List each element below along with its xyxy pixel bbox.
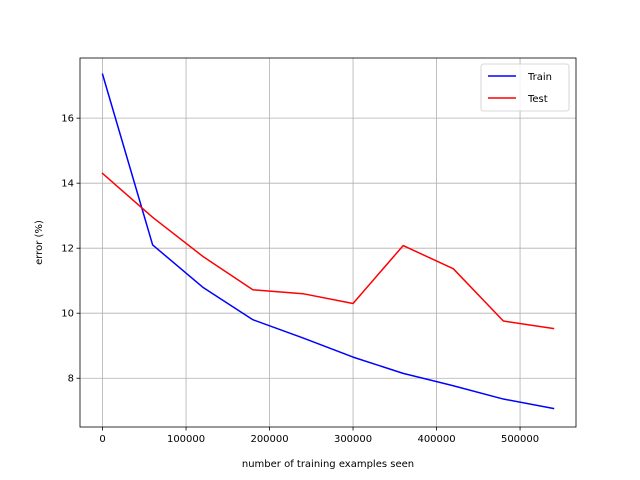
y-axis-ticks: 8 10 12 14 16 bbox=[61, 114, 80, 385]
axes-border bbox=[79, 57, 577, 428]
x-tick-label: 500000 bbox=[501, 434, 539, 445]
x-tick-label: 0 bbox=[99, 434, 105, 445]
x-tick-label: 300000 bbox=[334, 434, 372, 445]
x-axis-ticks: 0 100000 200000 300000 400000 500000 bbox=[99, 427, 539, 445]
series-lines bbox=[101, 73, 555, 410]
plot-area bbox=[80, 58, 576, 427]
y-tick-label: 12 bbox=[61, 244, 74, 255]
y-tick-label: 10 bbox=[61, 309, 74, 320]
y-axis-label: error (%) bbox=[34, 220, 45, 265]
x-tick-label: 100000 bbox=[167, 434, 205, 445]
x-axis-label: number of training examples seen bbox=[242, 459, 414, 470]
y-tick-label: 16 bbox=[61, 114, 74, 125]
y-tick-label: 8 bbox=[68, 374, 74, 385]
legend-label-test: Test bbox=[527, 94, 548, 105]
legend-label-train: Train bbox=[527, 72, 552, 83]
legend: Train Test bbox=[480, 63, 570, 112]
series-line-test bbox=[101, 172, 555, 330]
y-tick-label: 14 bbox=[61, 179, 74, 190]
x-tick-label: 200000 bbox=[250, 434, 288, 445]
axes-frame bbox=[79, 57, 577, 428]
plot-background bbox=[80, 58, 576, 427]
legend-box bbox=[480, 63, 570, 112]
series-line-train bbox=[101, 73, 555, 410]
x-tick-label: 400000 bbox=[417, 434, 455, 445]
